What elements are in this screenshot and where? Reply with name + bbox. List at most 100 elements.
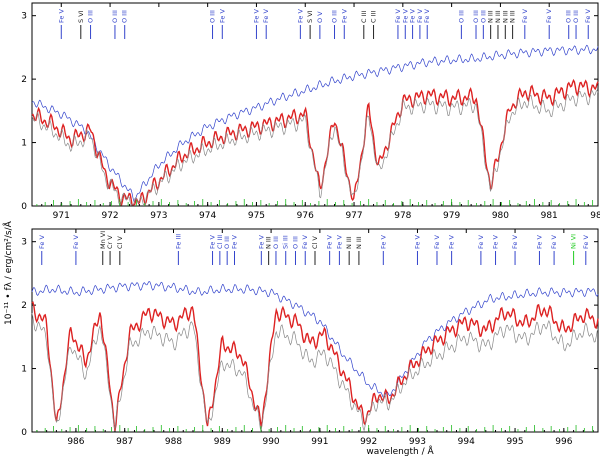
line-id-label: O III	[111, 10, 119, 23]
line-id-label: Fe V	[477, 235, 485, 249]
line-id-label: S VI	[77, 10, 85, 23]
x-tick-label: 991	[311, 437, 328, 447]
x-tick-label: 971	[53, 211, 70, 221]
line-id-label: Fe V	[550, 235, 558, 249]
y-tick-label: 2	[21, 75, 27, 85]
line-id-label: Fe V	[401, 9, 409, 23]
x-tick-label: 996	[555, 437, 572, 447]
line-id-label: O III	[121, 10, 129, 23]
x-tick-label: 980	[492, 211, 509, 221]
line-id-label: Fe V	[584, 9, 592, 23]
line-id-label: Fe V	[416, 9, 424, 23]
x-tick-label: 993	[409, 437, 426, 447]
y-tick-label: 3	[21, 12, 27, 22]
line-id-label: O III	[291, 236, 299, 249]
y-tick-label: 3	[21, 238, 27, 248]
y-tick-label: 2	[21, 301, 27, 311]
line-id-label: Fe V	[492, 235, 500, 249]
x-tick-label: 988	[165, 437, 182, 447]
line-id-label: Fe V	[209, 235, 217, 249]
line-id-label: O III	[565, 10, 573, 23]
line-id-label: O III	[272, 236, 280, 249]
line-id-label: Fe V	[413, 235, 421, 249]
spectrum-series-0	[31, 44, 599, 203]
line-id-label: Cl III	[216, 235, 224, 249]
x-tick-label: 989	[214, 437, 231, 447]
line-id-label: Fe V	[394, 9, 402, 23]
y-axis-label: 10⁻¹¹ • fλ / erg/cm²/s/Å	[2, 220, 14, 325]
line-id-label: N III	[501, 10, 509, 23]
line-id-label: N III	[265, 236, 273, 249]
x-tick-label: 975	[248, 211, 265, 221]
line-id-label: Fe V	[521, 9, 529, 23]
line-id-label: O III	[223, 236, 231, 249]
x-tick-label: 981	[541, 211, 558, 221]
line-id-label: O III	[472, 10, 480, 23]
spectrum-series-1	[31, 78, 599, 206]
x-tick-label: 979	[443, 211, 460, 221]
line-id-label: Fe V	[326, 235, 334, 249]
x-tick-label: 977	[345, 211, 362, 221]
line-id-label: Fe V	[335, 235, 343, 249]
x-tick-label: 978	[394, 211, 411, 221]
x-tick-label: 98	[590, 211, 600, 221]
line-id-label: O V	[316, 11, 324, 23]
line-id-label: Cl V	[116, 236, 124, 249]
line-id-label: N III	[355, 236, 363, 249]
line-id-label: Mn VI	[99, 231, 107, 249]
line-id-label: Fe V	[38, 235, 46, 249]
line-id-label: N III	[345, 236, 353, 249]
line-id-label: Fe V	[545, 9, 553, 23]
line-id-label: Fe V	[433, 235, 441, 249]
line-id-label: Si III	[282, 235, 290, 249]
line-id-label: Fe V	[301, 235, 309, 249]
line-id-label: C III	[370, 11, 378, 23]
line-id-label: Fe V	[340, 9, 348, 23]
x-tick-label: 990	[262, 437, 279, 447]
line-id-label: Fe V	[57, 9, 65, 23]
line-id-label: Fe V	[379, 235, 387, 249]
line-id-label: Fe V	[218, 9, 226, 23]
y-tick-label: 0	[21, 202, 27, 212]
line-id-label: Fe V	[262, 9, 270, 23]
x-tick-label: 995	[506, 437, 523, 447]
line-id-label: Fe V	[252, 9, 260, 23]
line-id-label: Fe V	[423, 9, 431, 23]
spectrum-series-2	[31, 312, 599, 433]
line-id-label: O III	[87, 10, 95, 23]
line-id-label: O III	[331, 10, 339, 23]
line-id-label: Cr V	[106, 235, 114, 249]
line-id-label: Cl V	[311, 236, 319, 249]
x-tick-label: 973	[150, 211, 167, 221]
x-tick-label: 994	[458, 437, 475, 447]
x-tick-label: 986	[67, 437, 84, 447]
line-id-label: Fe V	[535, 235, 543, 249]
line-id-label: Fe V	[230, 235, 238, 249]
x-axis-label: wavelength / Å	[366, 445, 434, 457]
line-id-label: Fe V	[582, 235, 590, 249]
line-id-label: Fe V	[72, 235, 80, 249]
line-id-label: O III	[479, 10, 487, 23]
line-id-label: Fe V	[409, 9, 417, 23]
x-tick-label: 976	[297, 211, 314, 221]
line-id-label: O III	[457, 10, 465, 23]
x-tick-label: 974	[199, 211, 216, 221]
line-id-label: Ni VI	[570, 234, 578, 249]
x-tick-label: 972	[101, 211, 118, 221]
spectrum-series-2	[31, 89, 599, 206]
line-id-label: Fe V	[511, 235, 519, 249]
spectrum-series-1	[31, 301, 599, 431]
spectrum-series-0	[31, 281, 599, 399]
bottom-panel: 0 1 2 3 986 987 988 989 990 991 992 993 994 995 996 Fe …	[21, 228, 599, 447]
line-id-label: Fe V	[257, 235, 265, 249]
line-id-label: N III	[487, 10, 495, 23]
x-tick-label: 992	[360, 437, 377, 447]
line-id-label: Fe III	[174, 234, 182, 249]
line-id-label: N III	[509, 10, 517, 23]
top-panel: 0 1 2 3 971 972 973 974 975 976 977 978 979 980 981 98 F…	[21, 2, 600, 221]
plot-frame	[31, 228, 599, 433]
line-id-label: Fe V	[296, 9, 304, 23]
line-id-label: Fe V	[448, 235, 456, 249]
line-id-label: O III	[572, 10, 580, 23]
